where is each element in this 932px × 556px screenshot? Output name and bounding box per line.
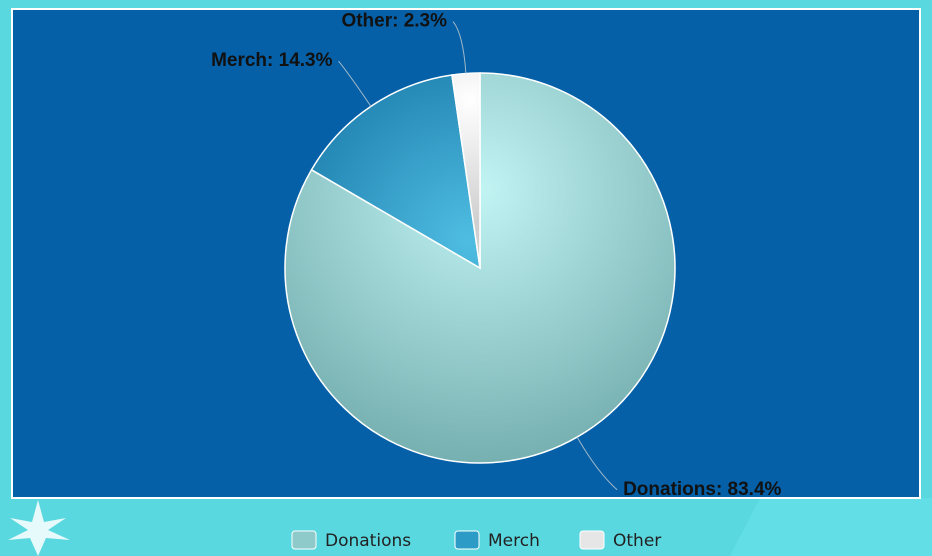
legend-swatch bbox=[455, 531, 479, 549]
legend-label: Donations bbox=[325, 531, 411, 551]
legend-label: Other bbox=[613, 531, 661, 551]
starburst bbox=[8, 500, 70, 556]
legend-swatch bbox=[292, 531, 316, 549]
data-label: Other: 2.3% bbox=[341, 11, 447, 32]
legend-swatch bbox=[580, 531, 604, 549]
data-label: Merch: 14.3% bbox=[211, 50, 333, 71]
chart: Donations: 83.4%Merch: 14.3%Other: 2.3% … bbox=[0, 0, 932, 556]
decor bbox=[730, 498, 932, 556]
legend-label: Merch bbox=[488, 531, 540, 551]
data-label: Donations: 83.4% bbox=[623, 479, 781, 500]
